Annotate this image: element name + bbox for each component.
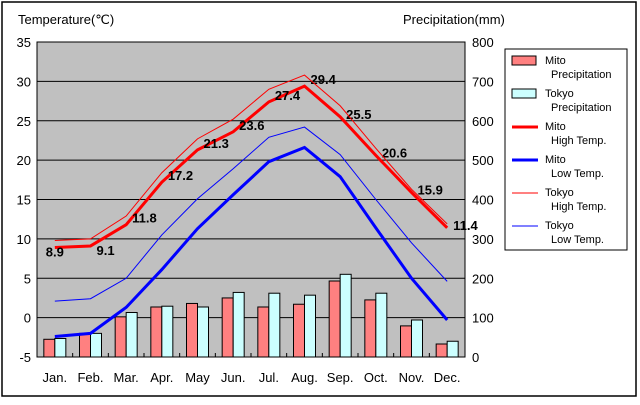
x-tick-label: Jun. [221, 370, 246, 385]
data-label: 15.9 [418, 182, 443, 197]
bar-tokyo-precipitation [90, 332, 102, 358]
data-label: 11.8 [132, 211, 157, 226]
legend-swatch [511, 55, 537, 66]
bar-mito-precipitation [221, 297, 234, 358]
line-tokyo-low-temp- [54, 126, 448, 302]
data-label: 11.4 [453, 218, 478, 233]
left-tick-label: 35 [17, 35, 31, 50]
data-label: 23.6 [239, 118, 264, 133]
x-tick-label: Apr. [150, 370, 173, 385]
left-tick-label: 20 [17, 153, 31, 168]
bar-tokyo-precipitation [268, 292, 281, 358]
legend-swatch [511, 88, 537, 99]
x-tick-label: Nov. [399, 370, 425, 385]
bar-mito-precipitation [79, 332, 91, 358]
x-tick-label: Feb. [77, 370, 103, 385]
left-tick-label: 5 [24, 271, 31, 286]
legend-label: Precipitation [551, 69, 612, 81]
x-tick-label: Sep. [327, 370, 354, 385]
data-label: 17.2 [168, 168, 193, 183]
bar-mito-precipitation [43, 338, 56, 358]
bar-mito-precipitation [114, 316, 127, 358]
bar-tokyo-precipitation [375, 292, 388, 358]
bar-mito-precipitation [186, 302, 198, 358]
line-mito-low-temp- [54, 145, 449, 339]
data-label: 27.4 [275, 88, 301, 103]
left-tick-label: 15 [17, 193, 31, 208]
data-label: 29.4 [311, 72, 337, 87]
data-label: 8.9 [46, 245, 64, 260]
legend-box [504, 48, 628, 251]
bar-tokyo-precipitation [304, 294, 316, 358]
legend-label: Low Temp. [551, 168, 604, 180]
bar-tokyo-precipitation [161, 305, 174, 358]
right-tick-label: 200 [472, 271, 494, 286]
right-tick-label: 600 [472, 114, 494, 129]
x-tick-label: May [185, 370, 210, 385]
right-axis-title: Precipitation(mm) [403, 12, 505, 27]
bar-tokyo-precipitation [232, 291, 245, 358]
x-tick-label: Oct. [364, 370, 388, 385]
legend-label: Low Temp. [551, 234, 604, 246]
legend-label: Precipitation [551, 102, 612, 114]
bar-tokyo-precipitation [411, 319, 423, 358]
right-tick-label: 400 [472, 193, 494, 208]
x-tick-label: Jan. [43, 370, 68, 385]
right-tick-label: 0 [472, 350, 479, 365]
legend-label: Tokyo [545, 220, 574, 232]
legend-label: Mito [545, 121, 566, 133]
bar-tokyo-precipitation [197, 306, 209, 358]
bar-mito-precipitation [257, 306, 270, 358]
left-tick-label: 30 [17, 74, 31, 89]
line-mito-high-temp- [54, 84, 449, 250]
left-tick-label: 25 [17, 114, 31, 129]
right-tick-label: 500 [472, 153, 494, 168]
bar-mito-precipitation [435, 343, 448, 358]
left-tick-label: -5 [19, 350, 31, 365]
line-tokyo-high-temp- [54, 74, 448, 241]
data-label: 20.6 [382, 145, 407, 160]
data-label: 9.1 [97, 243, 115, 258]
right-tick-label: 800 [472, 35, 494, 50]
legend-label: Tokyo [545, 187, 574, 199]
legend-label: High Temp. [551, 135, 606, 147]
bar-tokyo-precipitation [125, 312, 138, 358]
bar-tokyo-precipitation [446, 340, 459, 358]
left-axis-title: Temperature(℃) [18, 12, 114, 27]
right-tick-label: 300 [472, 232, 494, 247]
data-label: 25.5 [346, 107, 371, 122]
left-tick-label: 0 [24, 311, 31, 326]
legend-label: High Temp. [551, 201, 606, 213]
data-label: 21.3 [204, 136, 229, 151]
x-tick-label: Mar. [114, 370, 139, 385]
left-tick-label: 10 [17, 232, 31, 247]
bar-mito-precipitation [328, 280, 341, 358]
bar-mito-precipitation [150, 306, 163, 358]
legend-label: Tokyo [545, 88, 574, 100]
bar-mito-precipitation [293, 303, 305, 358]
x-tick-label: Dec. [434, 370, 461, 385]
right-tick-label: 700 [472, 74, 494, 89]
legend-label: Mito [545, 154, 566, 166]
right-tick-label: 100 [472, 311, 494, 326]
bar-mito-precipitation [364, 299, 377, 358]
bar-tokyo-precipitation [54, 337, 67, 358]
legend-label: Mito [545, 55, 566, 67]
bar-mito-precipitation [400, 325, 412, 358]
bar-tokyo-precipitation [339, 273, 352, 358]
x-tick-label: Jul. [259, 370, 279, 385]
x-tick-label: Aug. [291, 370, 318, 385]
